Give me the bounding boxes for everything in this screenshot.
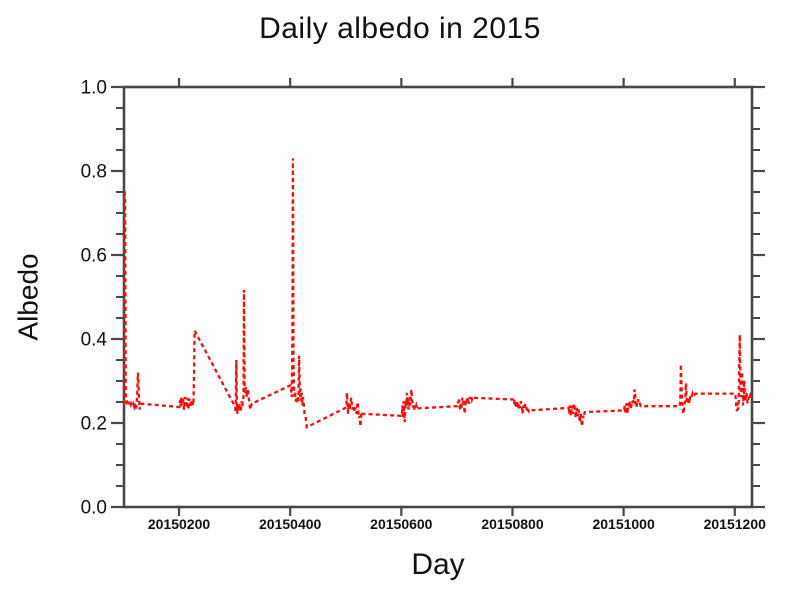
x-tick-label: 20151200	[704, 516, 767, 532]
y-tick-label: 0.6	[81, 246, 107, 267]
y-tick-label: 0.0	[81, 498, 107, 519]
x-tick-label: 20151000	[592, 516, 655, 532]
x-tick-label: 20150400	[259, 516, 322, 532]
plot-frame	[122, 85, 754, 509]
x-axis-title: Day	[411, 548, 465, 581]
chart-title: Daily albedo in 2015	[259, 12, 541, 45]
y-tick-label: 1.0	[81, 78, 107, 99]
y-tick-label: 0.2	[81, 414, 107, 435]
y-tick-label: 0.4	[81, 330, 108, 351]
y-tick-label: 0.8	[81, 162, 107, 183]
series-daily-albedo-line	[122, 158, 754, 429]
x-tick-label: 20150200	[148, 516, 211, 532]
x-tick-label: 20150800	[481, 516, 544, 532]
x-tick-label: 20150600	[370, 516, 433, 532]
